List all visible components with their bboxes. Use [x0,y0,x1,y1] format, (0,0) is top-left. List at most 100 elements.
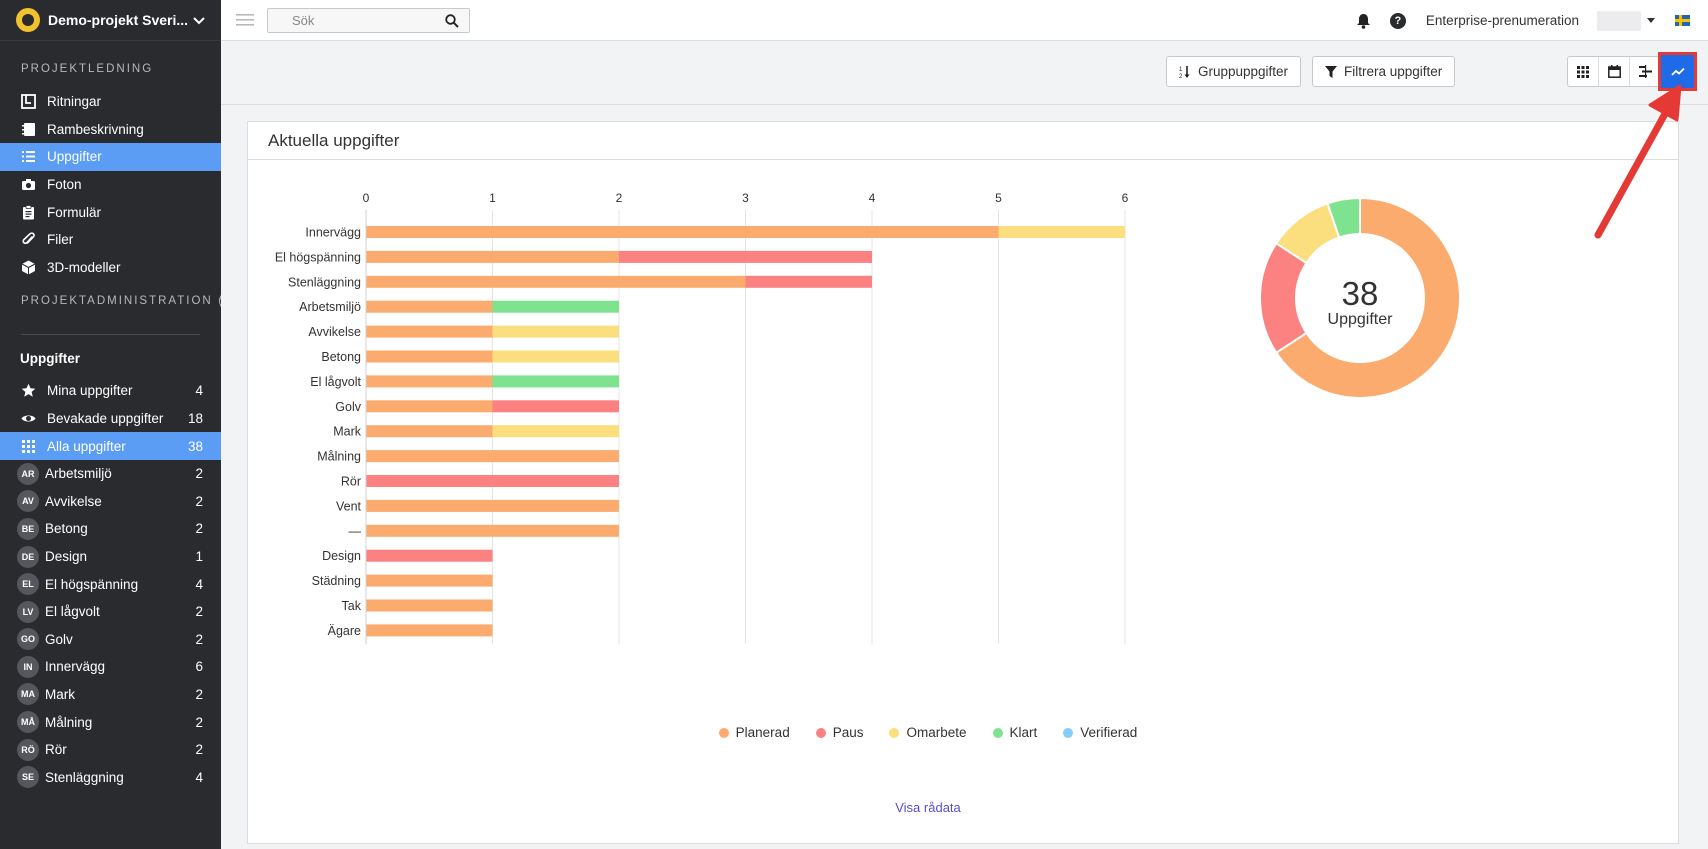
bar-segment-planerad[interactable] [366,350,493,363]
category-item-mark[interactable]: MA Mark 2 [0,681,221,709]
section-heading-admin-label: PROJEKTADMINISTRATION [21,295,213,308]
sidebar-item-label: Foton [47,177,82,193]
y-category-label: Ägare [328,624,361,638]
grid-view-button[interactable] [1568,57,1599,86]
bar-segment-paus[interactable] [492,400,620,413]
paperclip-icon [20,232,36,248]
current-tasks-card: Aktuella uppgifter 0 1 2 3 4 5 6 Innervägg El hö… [247,121,1679,844]
legend-item-klart[interactable]: Klart [992,725,1037,740]
bar-segment-paus[interactable] [366,549,493,562]
legend-label: Planerad [735,725,790,740]
category-item-betong[interactable]: BE Betong 2 [0,515,221,543]
category-item-el-hogspanning[interactable]: EL El högspänning 4 [0,570,221,598]
category-item-ror[interactable]: RÖ Rör 2 [0,736,221,764]
bar-segment-planerad[interactable] [366,624,493,637]
bar-segment-planerad[interactable] [366,524,619,537]
card-title: Aktuella uppgifter [248,122,1678,160]
help-icon[interactable]: ? [218,294,221,309]
search-icon[interactable] [445,13,459,28]
subscription-label[interactable]: Enterprise-prenumeration [1425,13,1579,28]
notebook-icon [20,121,36,137]
menu-icon[interactable] [236,13,254,27]
legend-item-omarbete[interactable]: Omarbete [889,725,967,740]
legend-item-verifierad[interactable]: Verifierad [1063,725,1137,740]
donut-slice-planerad[interactable] [1274,198,1460,398]
task-filter-bevakade-uppgifter[interactable]: Bevakade uppgifter 18 [0,405,221,433]
category-item-el-lagvolt[interactable]: LV El lågvolt 2 [0,598,221,626]
bar-segment-planerad[interactable] [366,300,493,313]
search-input[interactable]: Sök [267,8,470,33]
sidebar-item-3d-modeller[interactable]: 3D-modeller [0,254,221,282]
bar-segment-paus[interactable] [366,475,619,487]
bar-segment-klart[interactable] [492,300,620,313]
task-filter-mina-uppgifter[interactable]: Mina uppgifter 4 [0,377,221,405]
bar-segment-planerad[interactable] [366,275,746,288]
swedish-flag-icon[interactable] [1675,15,1690,26]
show-raw-data-link[interactable]: Visa rådata [895,800,961,815]
bar-segment-omarbete[interactable] [492,350,620,363]
bar-segment-planerad[interactable] [366,226,999,238]
grid-icon [20,438,36,454]
category-badge: GO [17,628,39,651]
bar-segment-planerad[interactable] [366,574,493,587]
category-item-innervagg[interactable]: IN Innervägg 6 [0,653,221,681]
filter-tasks-button[interactable]: Filtrera uppgifter [1312,56,1455,87]
category-count: 4 [195,769,203,785]
y-category-label: El lågvolt [310,375,361,389]
sidebar-item-uppgifter[interactable]: Uppgifter [0,143,221,171]
category-label: Design [45,549,88,565]
category-item-arbetsmiljo[interactable]: AR Arbetsmiljö 2 [0,460,221,488]
bar-segment-planerad[interactable] [366,599,493,612]
bar-segment-planerad[interactable] [366,375,493,388]
sidebar-item-foton[interactable]: Foton [0,171,221,199]
sidebar-item-ritningar[interactable]: Ritningar [0,88,221,116]
bar-segment-omarbete[interactable] [492,425,620,438]
x-tick-label: 4 [869,191,876,205]
statistics-view-button[interactable] [1658,52,1697,91]
category-badge: DE [17,545,39,568]
caret-down-icon[interactable] [1647,18,1655,23]
category-badge: LV [17,600,39,623]
bar-segment-planerad[interactable] [366,250,619,263]
bar-segment-omarbete[interactable] [998,226,1126,238]
sidebar-item-label: Formulär [47,204,102,220]
sidebar-item-filer[interactable]: Filer [0,226,221,254]
category-item-stenlaggning[interactable]: SE Stenläggning 4 [0,763,221,791]
category-item-malning[interactable]: MÅ Målning 2 [0,708,221,736]
help-icon[interactable]: ? [1388,11,1408,31]
category-item-golv[interactable]: GO Golv 2 [0,626,221,654]
sidebar-item-formular[interactable]: Formulär [0,198,221,226]
task-filter-alla-uppgifter[interactable]: Alla uppgifter 38 [0,432,221,460]
clipboard-icon [20,204,36,220]
calendar-view-button[interactable] [1599,57,1630,86]
category-item-avvikelse[interactable]: AV Avvikelse 2 [0,488,221,516]
blueprint-icon [20,94,36,110]
timeline-view-button[interactable] [1630,57,1661,86]
legend-item-planerad[interactable]: Planerad [718,725,790,740]
bar-segment-planerad[interactable] [366,425,493,438]
tasks-bar-chart: 0 1 2 3 4 5 6 Innervägg El högspänning Stenläggni… [275,191,1129,645]
y-category-label: Målning [317,450,361,464]
grid-icon [1577,65,1589,78]
project-switcher[interactable]: Demo-projekt Sveri... [0,0,221,41]
legend-item-paus[interactable]: Paus [815,725,863,740]
bell-icon[interactable] [1354,11,1374,31]
bar-segment-paus[interactable] [745,275,873,288]
bar-segment-planerad[interactable] [366,450,619,463]
bar-segment-paus[interactable] [619,250,872,263]
legend-dot [815,727,826,738]
bar-segment-planerad[interactable] [366,499,619,512]
chart-line-icon [1670,67,1685,76]
donut-slice-klart[interactable] [1326,198,1361,239]
bar-segment-planerad[interactable] [366,325,493,338]
user-menu[interactable] [1597,10,1641,31]
category-label: Avvikelse [45,493,102,509]
bar-segment-klart[interactable] [492,375,620,388]
bar-segment-planerad[interactable] [366,400,493,413]
bar-segment-omarbete[interactable] [492,325,620,338]
category-item-design[interactable]: DE Design 1 [0,543,221,571]
y-category-label: — [349,524,362,538]
sidebar-item-rambeskrivning[interactable]: Rambeskrivning [0,116,221,144]
